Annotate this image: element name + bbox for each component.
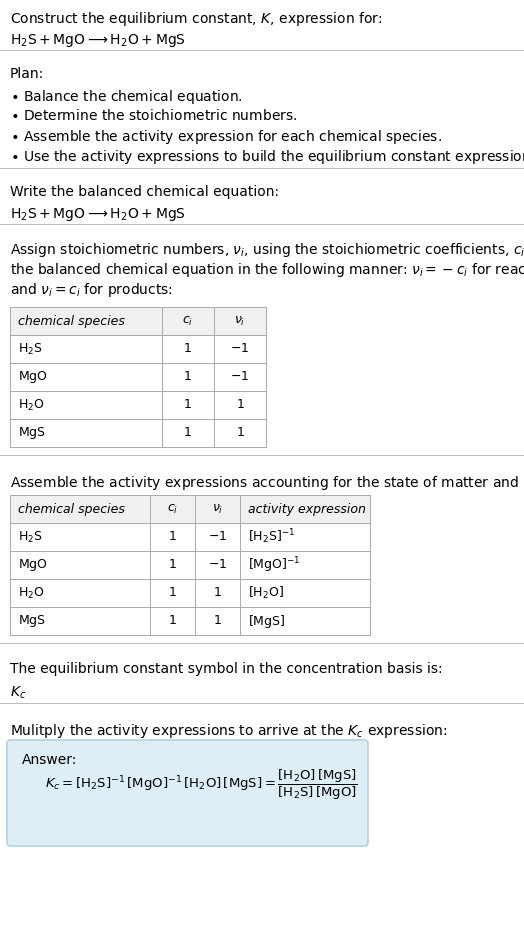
Text: chemical species: chemical species xyxy=(18,503,125,515)
Text: $\mathrm{H_2S}$: $\mathrm{H_2S}$ xyxy=(18,530,42,545)
Text: $\bullet$ Assemble the activity expression for each chemical species.: $\bullet$ Assemble the activity expressi… xyxy=(10,128,442,146)
Text: $1$: $1$ xyxy=(213,615,222,627)
Text: $\bullet$ Balance the chemical equation.: $\bullet$ Balance the chemical equation. xyxy=(10,88,243,106)
Text: $[\mathrm{H_2S}]^{-1}$: $[\mathrm{H_2S}]^{-1}$ xyxy=(248,528,296,547)
Text: $\mathrm{H_2O}$: $\mathrm{H_2O}$ xyxy=(18,398,45,413)
Text: $\mathrm{H_2S + MgO} \longrightarrow \mathrm{H_2O + MgS}$: $\mathrm{H_2S + MgO} \longrightarrow \ma… xyxy=(10,32,186,49)
Bar xyxy=(10,495,370,635)
FancyBboxPatch shape xyxy=(7,740,368,846)
Text: 1: 1 xyxy=(169,530,177,544)
Text: 1: 1 xyxy=(184,399,192,412)
Text: activity expression: activity expression xyxy=(248,503,366,515)
Text: $[\mathrm{H_2O}]$: $[\mathrm{H_2O}]$ xyxy=(248,585,284,601)
Text: $K_c$: $K_c$ xyxy=(10,685,26,701)
Text: 1: 1 xyxy=(169,559,177,571)
Text: Mulitply the activity expressions to arrive at the $K_c$ expression:: Mulitply the activity expressions to arr… xyxy=(10,722,447,740)
Text: Write the balanced chemical equation:: Write the balanced chemical equation: xyxy=(10,185,279,199)
Text: $\mathrm{MgS}$: $\mathrm{MgS}$ xyxy=(18,425,46,441)
Text: $\bullet$ Use the activity expressions to build the equilibrium constant express: $\bullet$ Use the activity expressions t… xyxy=(10,148,524,166)
Text: 1: 1 xyxy=(169,586,177,600)
Text: $K_c = [\mathrm{H_2S}]^{-1}\,[\mathrm{MgO}]^{-1}\,[\mathrm{H_2O}]\,[\mathrm{MgS}: $K_c = [\mathrm{H_2S}]^{-1}\,[\mathrm{Mg… xyxy=(45,768,358,802)
Text: the balanced chemical equation in the following manner: $\nu_i = -c_i$ for react: the balanced chemical equation in the fo… xyxy=(10,261,524,279)
Bar xyxy=(10,307,266,335)
Text: $\nu_i$: $\nu_i$ xyxy=(212,502,223,515)
Text: Assemble the activity expressions accounting for the state of matter and $\nu_i$: Assemble the activity expressions accoun… xyxy=(10,474,524,492)
Text: $\mathrm{H_2S}$: $\mathrm{H_2S}$ xyxy=(18,342,42,357)
Text: 1: 1 xyxy=(184,426,192,439)
Text: $1$: $1$ xyxy=(236,426,244,439)
Text: The equilibrium constant symbol in the concentration basis is:: The equilibrium constant symbol in the c… xyxy=(10,662,443,676)
Text: Plan:: Plan: xyxy=(10,67,44,81)
Text: $c_i$: $c_i$ xyxy=(167,502,178,515)
Bar xyxy=(10,307,266,447)
Text: $c_i$: $c_i$ xyxy=(182,314,194,327)
Text: 1: 1 xyxy=(184,343,192,356)
Text: $\mathrm{MgO}$: $\mathrm{MgO}$ xyxy=(18,557,48,573)
Text: and $\nu_i = c_i$ for products:: and $\nu_i = c_i$ for products: xyxy=(10,281,173,299)
Text: $-1$: $-1$ xyxy=(208,530,227,544)
Text: chemical species: chemical species xyxy=(18,314,125,327)
Text: $-1$: $-1$ xyxy=(231,343,249,356)
Text: $\mathrm{H_2O}$: $\mathrm{H_2O}$ xyxy=(18,586,45,601)
Text: $\bullet$ Determine the stoichiometric numbers.: $\bullet$ Determine the stoichiometric n… xyxy=(10,108,298,123)
Bar xyxy=(10,495,370,523)
Text: $\mathrm{MgS}$: $\mathrm{MgS}$ xyxy=(18,613,46,629)
Text: 1: 1 xyxy=(169,615,177,627)
Text: $-1$: $-1$ xyxy=(208,559,227,571)
Text: $-1$: $-1$ xyxy=(231,370,249,383)
Text: Construct the equilibrium constant, $K$, expression for:: Construct the equilibrium constant, $K$,… xyxy=(10,10,383,28)
Text: Answer:: Answer: xyxy=(22,753,78,767)
Text: $[\mathrm{MgS}]$: $[\mathrm{MgS}]$ xyxy=(248,612,286,629)
Text: $[\mathrm{MgO}]^{-1}$: $[\mathrm{MgO}]^{-1}$ xyxy=(248,555,300,575)
Text: 1: 1 xyxy=(184,370,192,383)
Text: $1$: $1$ xyxy=(213,586,222,600)
Text: $\mathrm{MgO}$: $\mathrm{MgO}$ xyxy=(18,369,48,385)
Text: Assign stoichiometric numbers, $\nu_i$, using the stoichiometric coefficients, $: Assign stoichiometric numbers, $\nu_i$, … xyxy=(10,241,524,259)
Text: $1$: $1$ xyxy=(236,399,244,412)
Text: $\nu_i$: $\nu_i$ xyxy=(234,314,246,327)
Text: $\mathrm{H_2S + MgO} \longrightarrow \mathrm{H_2O + MgS}$: $\mathrm{H_2S + MgO} \longrightarrow \ma… xyxy=(10,206,186,223)
